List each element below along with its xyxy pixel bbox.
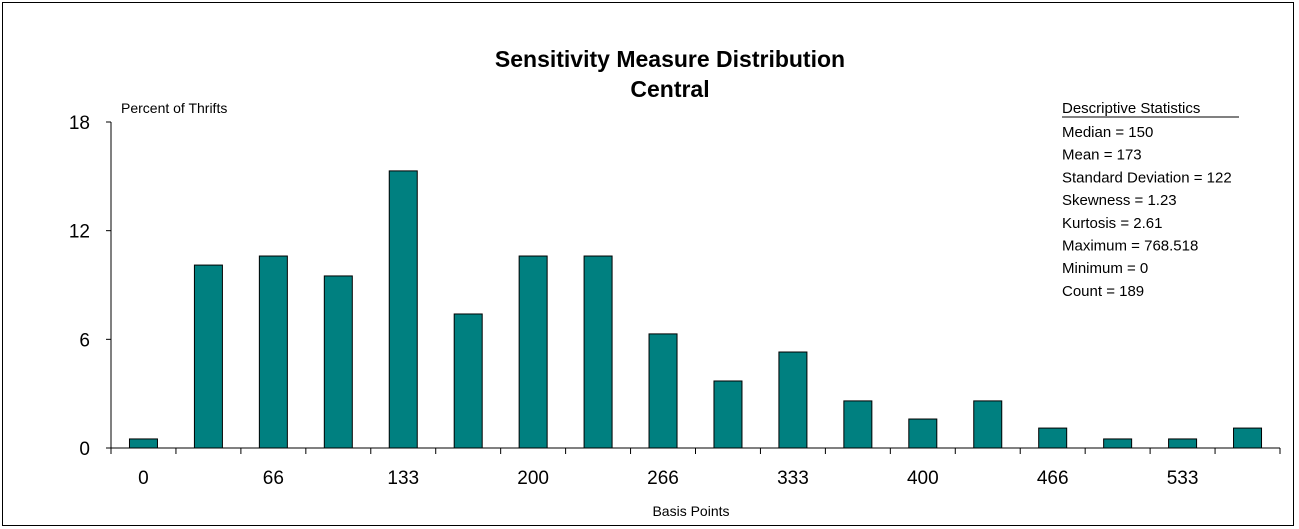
stat-line: Median = 150 — [1062, 124, 1153, 141]
bars — [128, 170, 1263, 449]
bar — [1103, 438, 1133, 449]
stat-line: Standard Deviation = 122 — [1062, 169, 1232, 186]
bar — [1233, 427, 1263, 449]
bar — [713, 380, 743, 449]
stat-line: Skewness = 1.23 — [1062, 192, 1177, 209]
chart-subtitle: Central — [630, 76, 709, 102]
bar — [128, 438, 158, 449]
stat-line: Minimum = 0 — [1062, 260, 1148, 277]
bar — [388, 170, 418, 449]
stat-line: Kurtosis = 2.61 — [1062, 215, 1162, 232]
bar — [843, 400, 873, 449]
bar — [583, 255, 613, 449]
bar — [973, 400, 1003, 449]
stat-line: Mean = 173 — [1062, 147, 1142, 164]
bar — [1038, 427, 1068, 449]
x-tick-label: 400 — [907, 468, 939, 489]
y-axis-label: Percent of Thrifts — [121, 100, 227, 116]
x-tick-label: 200 — [517, 468, 549, 489]
bar — [193, 264, 223, 449]
x-tick-label: 333 — [777, 468, 809, 489]
bar — [258, 255, 288, 449]
bar — [648, 333, 678, 449]
bar — [323, 275, 353, 449]
chart-title: Sensitivity Measure Distribution — [495, 46, 845, 72]
y-tick-label: 6 — [79, 330, 90, 351]
x-tick-label: 533 — [1167, 468, 1199, 489]
stat-line: Maximum = 768.518 — [1062, 238, 1198, 255]
stat-line: Count = 189 — [1062, 283, 1144, 300]
stats-heading: Descriptive Statistics — [1062, 100, 1200, 117]
bar — [908, 418, 938, 449]
x-tick-label: 66 — [263, 468, 284, 489]
x-tick-label: 266 — [647, 468, 679, 489]
y-tick-label: 0 — [79, 439, 90, 460]
x-tick-label: 133 — [387, 468, 419, 489]
x-tick-label: 466 — [1037, 468, 1069, 489]
bar — [518, 255, 548, 449]
x-tick-label: 0 — [138, 468, 149, 489]
x-ticks: 0 66 133 200 266 333 400 466 533 — [110, 448, 1281, 489]
y-ticks: 0 6 12 18 — [69, 113, 111, 460]
y-tick-label: 18 — [69, 113, 90, 134]
y-tick-label: 12 — [69, 222, 90, 243]
x-axis-label: Basis Points — [652, 503, 729, 519]
bar — [778, 351, 808, 449]
stats-list: Median = 150 Mean = 173 Standard Deviation… — [1062, 124, 1232, 300]
bar — [453, 313, 483, 449]
bar — [1168, 438, 1198, 449]
